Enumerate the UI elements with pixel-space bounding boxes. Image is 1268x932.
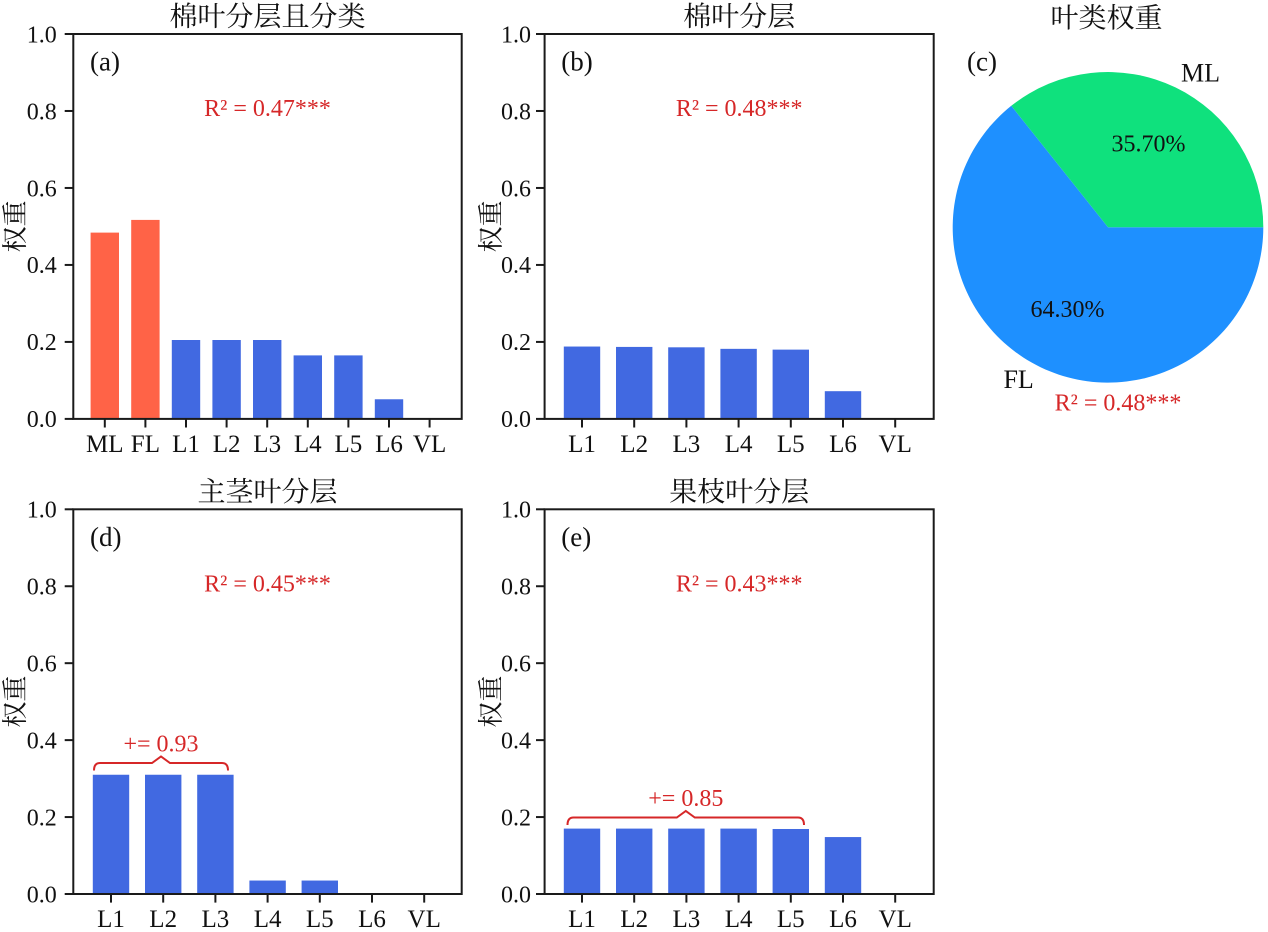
svg-text:(e): (e): [561, 522, 591, 552]
svg-text:L6: L6: [358, 906, 386, 932]
svg-text:L2: L2: [213, 431, 241, 458]
svg-text:L4: L4: [254, 906, 282, 932]
svg-text:VL: VL: [413, 431, 446, 458]
svg-text:0.8: 0.8: [27, 99, 57, 125]
svg-text:L3: L3: [673, 906, 701, 932]
svg-text:L2: L2: [620, 906, 648, 932]
svg-text:L2: L2: [620, 431, 648, 458]
svg-text:L1: L1: [97, 906, 125, 932]
svg-text:VL: VL: [879, 906, 912, 932]
svg-text:R² = 0.45***: R² = 0.45***: [204, 572, 331, 598]
svg-text:L2: L2: [149, 906, 177, 932]
svg-text:ML: ML: [1181, 59, 1220, 88]
svg-text:L4: L4: [725, 431, 753, 458]
svg-text:L1: L1: [568, 431, 596, 458]
svg-text:L1: L1: [568, 906, 596, 932]
svg-text:0.0: 0.0: [501, 407, 531, 433]
svg-text:L4: L4: [725, 906, 753, 932]
svg-text:L1: L1: [172, 431, 200, 458]
svg-text:FL: FL: [1003, 365, 1033, 394]
svg-text:0.6: 0.6: [27, 176, 57, 202]
svg-text:+= 0.85: += 0.85: [648, 786, 723, 812]
svg-text:0.0: 0.0: [27, 882, 57, 908]
svg-text:(b): (b): [561, 47, 592, 77]
svg-text:L3: L3: [253, 431, 281, 458]
svg-text:0.8: 0.8: [27, 575, 57, 601]
svg-text:L6: L6: [829, 431, 857, 458]
svg-text:0.2: 0.2: [501, 805, 531, 831]
svg-text:0.4: 0.4: [27, 728, 57, 754]
svg-text:0.6: 0.6: [27, 652, 57, 678]
svg-text:VL: VL: [408, 906, 441, 932]
svg-text:FL: FL: [131, 431, 160, 458]
svg-text:0.2: 0.2: [27, 805, 57, 831]
svg-text:+= 0.93: += 0.93: [123, 732, 198, 758]
svg-text:R² = 0.43***: R² = 0.43***: [676, 572, 803, 598]
svg-text:0.4: 0.4: [27, 253, 57, 279]
svg-text:R² = 0.48***: R² = 0.48***: [676, 96, 803, 122]
svg-text:0.6: 0.6: [501, 176, 531, 202]
svg-text:L5: L5: [777, 431, 805, 458]
svg-text:L6: L6: [829, 906, 857, 932]
svg-text:0.2: 0.2: [27, 330, 57, 356]
svg-text:R² = 0.47***: R² = 0.47***: [204, 96, 331, 122]
svg-text:35.70%: 35.70%: [1112, 131, 1186, 157]
svg-text:0.4: 0.4: [501, 728, 531, 754]
svg-text:0.0: 0.0: [27, 407, 57, 433]
svg-text:0.0: 0.0: [501, 882, 531, 908]
svg-text:1.0: 1.0: [501, 498, 531, 524]
svg-text:0.6: 0.6: [501, 652, 531, 678]
svg-text:L3: L3: [673, 431, 701, 458]
svg-text:L6: L6: [375, 431, 403, 458]
svg-text:ML: ML: [86, 431, 124, 458]
svg-text:L5: L5: [335, 431, 363, 458]
svg-text:(d): (d): [90, 522, 121, 552]
svg-text:(c): (c): [967, 47, 997, 77]
svg-text:64.30%: 64.30%: [1031, 297, 1105, 323]
svg-text:L5: L5: [306, 906, 334, 932]
svg-text:L5: L5: [777, 906, 805, 932]
svg-text:1.0: 1.0: [27, 22, 57, 48]
svg-text:1.0: 1.0: [27, 498, 57, 524]
svg-text:L3: L3: [202, 906, 230, 932]
svg-text:L4: L4: [294, 431, 322, 458]
svg-text:0.8: 0.8: [501, 575, 531, 601]
svg-text:R² = 0.48***: R² = 0.48***: [1055, 391, 1182, 417]
svg-text:VL: VL: [879, 431, 912, 458]
svg-text:(a): (a): [90, 47, 120, 77]
svg-text:0.2: 0.2: [501, 330, 531, 356]
svg-text:0.8: 0.8: [501, 99, 531, 125]
svg-text:1.0: 1.0: [501, 22, 531, 48]
svg-text:0.4: 0.4: [501, 253, 531, 279]
